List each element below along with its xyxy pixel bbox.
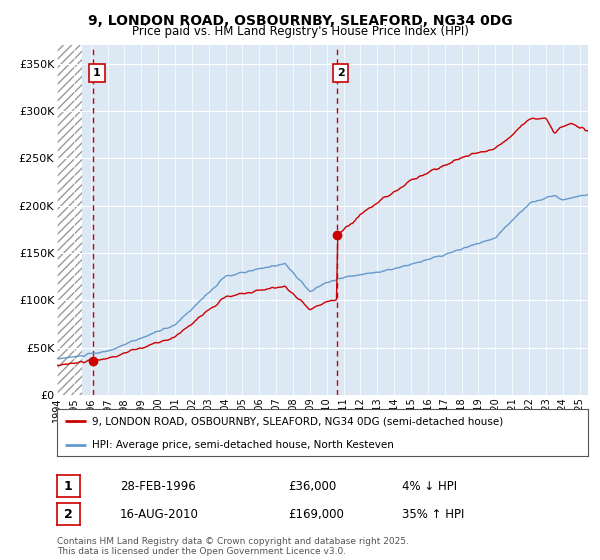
Text: Contains HM Land Registry data © Crown copyright and database right 2025.: Contains HM Land Registry data © Crown c… [57, 537, 409, 546]
Text: 16-AUG-2010: 16-AUG-2010 [120, 508, 199, 521]
Text: £169,000: £169,000 [288, 508, 344, 521]
Text: 9, LONDON ROAD, OSBOURNBY, SLEAFORD, NG34 0DG: 9, LONDON ROAD, OSBOURNBY, SLEAFORD, NG3… [88, 14, 512, 28]
Text: 9, LONDON ROAD, OSBOURNBY, SLEAFORD, NG34 0DG (semi-detached house): 9, LONDON ROAD, OSBOURNBY, SLEAFORD, NG3… [92, 417, 503, 427]
Text: 1: 1 [64, 479, 73, 493]
Text: 2: 2 [64, 507, 73, 521]
Text: 1: 1 [93, 68, 101, 78]
Bar [57, 45, 82, 395]
Text: 28-FEB-1996: 28-FEB-1996 [120, 480, 196, 493]
Text: 4% ↓ HPI: 4% ↓ HPI [402, 480, 457, 493]
Text: Price paid vs. HM Land Registry's House Price Index (HPI): Price paid vs. HM Land Registry's House … [131, 25, 469, 38]
Text: HPI: Average price, semi-detached house, North Kesteven: HPI: Average price, semi-detached house,… [92, 441, 394, 450]
Text: 2: 2 [337, 68, 344, 78]
Text: £36,000: £36,000 [288, 480, 336, 493]
Text: 35% ↑ HPI: 35% ↑ HPI [402, 508, 464, 521]
Text: This data is licensed under the Open Government Licence v3.0.: This data is licensed under the Open Gov… [57, 547, 346, 556]
